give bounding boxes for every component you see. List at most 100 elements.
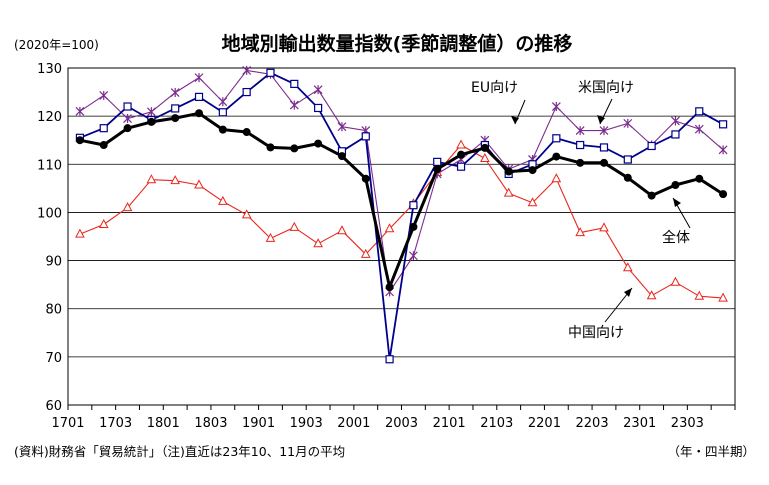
y-tick-label: 130 <box>37 62 62 77</box>
data-point <box>409 222 418 231</box>
y-tick-label: 90 <box>45 255 62 270</box>
data-point <box>647 191 656 200</box>
data-point <box>695 174 704 183</box>
data-point <box>456 162 466 171</box>
x-tick-label: 2201 <box>528 416 561 431</box>
annotation-total: 全体 <box>662 229 690 246</box>
data-point <box>719 190 728 199</box>
data-point <box>170 175 181 185</box>
data-point <box>718 120 728 129</box>
x-tick-label: 2003 <box>385 416 418 431</box>
data-point <box>694 124 704 134</box>
data-point <box>123 102 132 111</box>
data-point <box>718 292 728 302</box>
data-point <box>170 88 180 98</box>
data-point <box>218 125 227 134</box>
data-point <box>242 87 251 97</box>
data-point <box>551 102 561 112</box>
data-point <box>695 107 704 116</box>
chart-title: 地域別輸出数量指数(季節調整値）の推移 <box>222 32 573 55</box>
data-point <box>576 140 585 150</box>
data-point <box>147 117 156 126</box>
data-point <box>671 116 680 126</box>
data-point <box>218 97 228 107</box>
data-point <box>241 209 252 219</box>
data-point <box>337 122 347 132</box>
series-circle <box>75 109 728 292</box>
data-point <box>123 124 132 133</box>
data-point <box>266 68 275 77</box>
y-axis: 60 70 80 90 100 110 120 130 <box>37 62 62 414</box>
data-point <box>575 227 585 237</box>
data-point <box>552 134 561 143</box>
data-point <box>408 251 418 261</box>
data-point <box>361 174 370 183</box>
x-axis: 1701 1703 1801 1803 1901 1903 2001 2003 2101 2103… <box>51 405 736 431</box>
y-tick-label: 60 <box>45 399 62 414</box>
data-point <box>123 114 132 124</box>
series-layer <box>75 65 728 364</box>
data-point <box>646 290 657 300</box>
x-tick-label: 2001 <box>337 416 370 431</box>
data-point <box>289 221 300 231</box>
data-point <box>599 143 609 152</box>
data-point <box>290 144 299 153</box>
data-point <box>218 108 227 117</box>
data-point <box>98 218 109 228</box>
data-point <box>480 143 489 152</box>
series-line <box>79 111 724 289</box>
data-point <box>218 195 228 205</box>
data-point <box>670 276 681 286</box>
data-point <box>122 202 133 212</box>
data-point <box>337 225 347 235</box>
data-point <box>575 126 585 136</box>
y-tick-label: 80 <box>45 303 62 318</box>
data-point <box>552 152 561 161</box>
data-point <box>623 155 632 164</box>
series-square <box>75 68 728 364</box>
y-tick-label: 100 <box>37 206 62 221</box>
data-point <box>694 290 705 300</box>
data-point <box>75 228 85 238</box>
data-point <box>576 158 585 167</box>
data-point <box>337 152 346 161</box>
data-point <box>265 232 276 242</box>
annotation-us-arrowhead <box>597 115 605 124</box>
x-tick-label: 1703 <box>99 416 132 431</box>
annotation-china-arrowhead <box>624 288 632 297</box>
annotation-china: 中国向け <box>568 325 624 341</box>
data-point <box>194 92 204 101</box>
data-point <box>242 128 251 137</box>
data-point <box>314 139 323 148</box>
data-point <box>409 201 418 210</box>
data-point <box>384 223 395 233</box>
data-point <box>599 158 608 167</box>
data-point <box>433 157 442 166</box>
data-point <box>599 222 609 232</box>
data-point <box>504 167 513 176</box>
source-note: (資料)財務省「貿易統計」（注)直近は23年10、11月の平均 <box>14 444 345 459</box>
annotations: EU向け 米国向け 全体 中国向け <box>471 80 691 341</box>
data-point <box>503 187 514 197</box>
x-tick-label: 1803 <box>194 416 227 431</box>
data-point <box>75 136 84 145</box>
data-point <box>99 90 109 100</box>
y-tick-label: 120 <box>37 110 62 125</box>
x-tick-label: 2101 <box>433 416 466 431</box>
data-point <box>480 152 490 163</box>
data-point <box>146 174 157 184</box>
data-point <box>171 104 180 113</box>
data-point <box>266 143 275 152</box>
data-point <box>457 150 466 159</box>
data-point <box>385 283 394 292</box>
x-tick-label: 2301 <box>623 416 656 431</box>
annotation-us: 米国向け <box>578 80 634 96</box>
x-tick-label: 1801 <box>147 416 180 431</box>
x-axis-unit-label: （年・四半期） <box>667 444 755 459</box>
data-point <box>671 180 680 189</box>
data-point <box>171 114 180 123</box>
data-point <box>194 179 204 189</box>
data-point <box>361 132 370 141</box>
data-point <box>718 145 728 155</box>
